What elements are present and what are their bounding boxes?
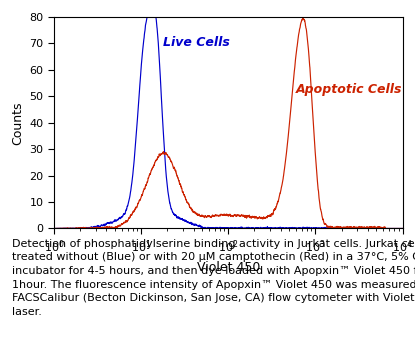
X-axis label: Violet 450: Violet 450 [197,261,260,274]
Text: Detection of phosphatidylserine binding activity in Jurkat cells. Jurkat cells w: Detection of phosphatidylserine binding … [12,239,415,317]
Text: Live Cells: Live Cells [164,36,230,49]
Y-axis label: Counts: Counts [11,101,24,145]
Text: Apoptotic Cells: Apoptotic Cells [296,83,403,97]
